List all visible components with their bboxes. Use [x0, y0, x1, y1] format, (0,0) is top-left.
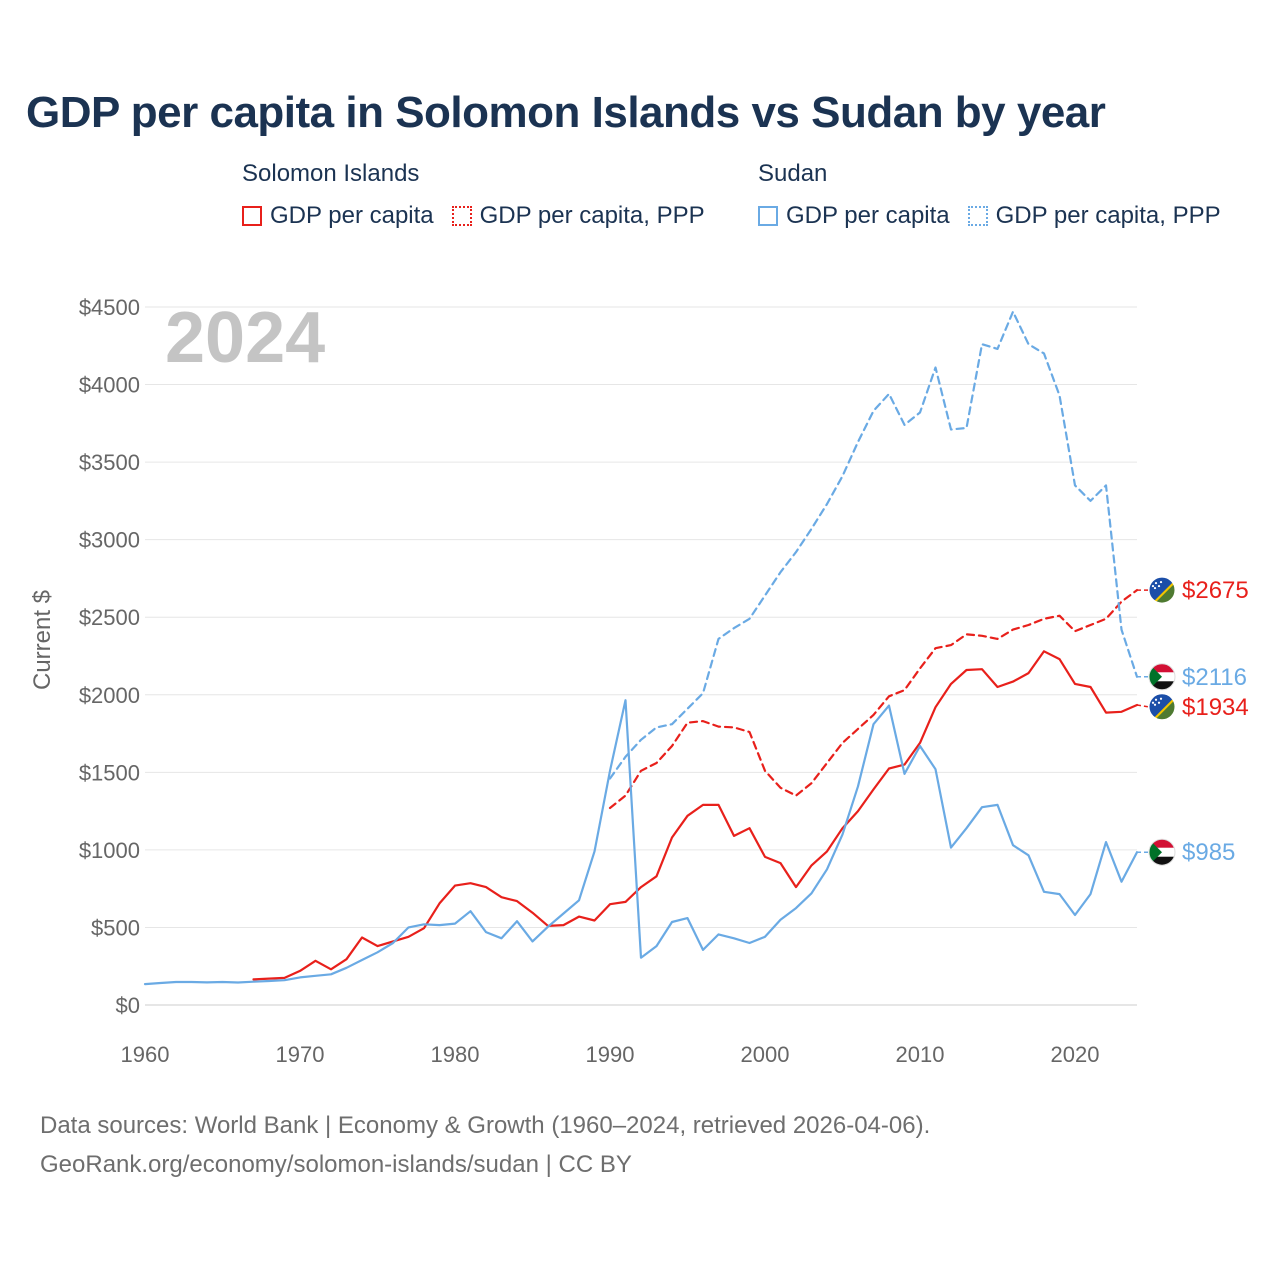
- sources-line-2: GeoRank.org/economy/solomon-islands/suda…: [40, 1151, 632, 1178]
- y-axis: $0 $500 $1000 $1500 $2000 $2500 $3000 $3500 $400…: [79, 295, 140, 1018]
- year-label: 2024: [165, 298, 325, 378]
- x-tick-label: 2000: [741, 1042, 790, 1067]
- legend-item-solomon-gdp[interactable]: GDP per capita: [242, 202, 434, 230]
- legend-group-solomon-islands: Solomon Islands GDP per capita GDP per c…: [242, 160, 705, 230]
- legend-swatch-dotted-blue: [967, 206, 988, 226]
- x-tick-label: 1960: [121, 1042, 170, 1067]
- sources-line-1: Data sources: World Bank | Economy & Gro…: [40, 1112, 931, 1139]
- legend-group-sudan: Sudan GDP per capita GDP per capita, PPP: [758, 160, 1221, 230]
- end-labels: $2675 $2116 $1934 $985: [1136, 576, 1249, 867]
- y-tick-label: $2000: [79, 683, 140, 708]
- legend-item-label: GDP per capita: [786, 202, 950, 229]
- y-tick-label: $1500: [79, 760, 140, 785]
- y-tick-label: $4000: [79, 373, 140, 398]
- sudan-flag-icon: [1148, 838, 1176, 867]
- end-value-label: $2116: [1182, 664, 1247, 691]
- chart-title: GDP per capita in Solomon Islands vs Sud…: [26, 88, 1106, 137]
- data-sources: Data sources: World Bank | Economy & Gro…: [40, 1106, 930, 1184]
- legend-item-sudan-gdp[interactable]: GDP per capita: [758, 202, 950, 230]
- legend-item-label: GDP per capita, PPP: [995, 202, 1221, 229]
- x-tick-label: 1980: [431, 1042, 480, 1067]
- grid: [145, 306, 1137, 1006]
- x-tick-label: 2020: [1051, 1042, 1100, 1067]
- sudan-flag-icon: [1148, 663, 1176, 692]
- legend-item-solomon-gdp-ppp[interactable]: GDP per capita, PPP: [451, 202, 705, 230]
- solomon-islands-flag-icon: [1148, 693, 1176, 721]
- series-line-sudan-ppp[interactable]: [608, 310, 1139, 780]
- x-tick-label: 1970: [276, 1042, 325, 1067]
- solomon-islands-flag-icon: [1148, 576, 1176, 604]
- x-axis: 1960 1970 1980 1990 2000 2010 2020: [121, 1042, 1100, 1067]
- x-tick-label: 2010: [896, 1042, 945, 1067]
- y-tick-label: $2500: [79, 605, 140, 630]
- legend-swatch-solid-red: [242, 206, 262, 226]
- legend-item-label: GDP per capita, PPP: [479, 202, 705, 229]
- end-value-label: $985: [1182, 839, 1235, 866]
- y-tick-label: $3500: [79, 450, 140, 475]
- legend-group-name: Sudan: [758, 160, 828, 187]
- series-line-solomon-islands-ppp[interactable]: [608, 588, 1139, 810]
- legend-swatch-dotted-red: [451, 206, 472, 226]
- end-value-label: $2675: [1182, 577, 1249, 604]
- y-tick-label: $1000: [79, 838, 140, 863]
- series-line-sudan[interactable]: [143, 699, 1139, 986]
- y-tick-label: $0: [116, 993, 140, 1018]
- series-line-solomon-islands[interactable]: [252, 650, 1139, 981]
- x-tick-label: 1990: [586, 1042, 635, 1067]
- y-tick-label: $500: [91, 915, 140, 940]
- y-tick-label: $3000: [79, 528, 140, 553]
- end-label-leader: [1136, 704, 1149, 708]
- legend-item-label: GDP per capita: [270, 202, 434, 229]
- y-axis-title: Current $: [29, 590, 56, 690]
- end-value-label: $1934: [1182, 694, 1249, 721]
- legend-swatch-solid-blue: [758, 206, 778, 226]
- legend-group-name: Solomon Islands: [242, 160, 420, 187]
- legend-item-sudan-gdp-ppp[interactable]: GDP per capita, PPP: [967, 202, 1221, 230]
- y-tick-label: $4500: [79, 295, 140, 320]
- series-group: [143, 310, 1139, 986]
